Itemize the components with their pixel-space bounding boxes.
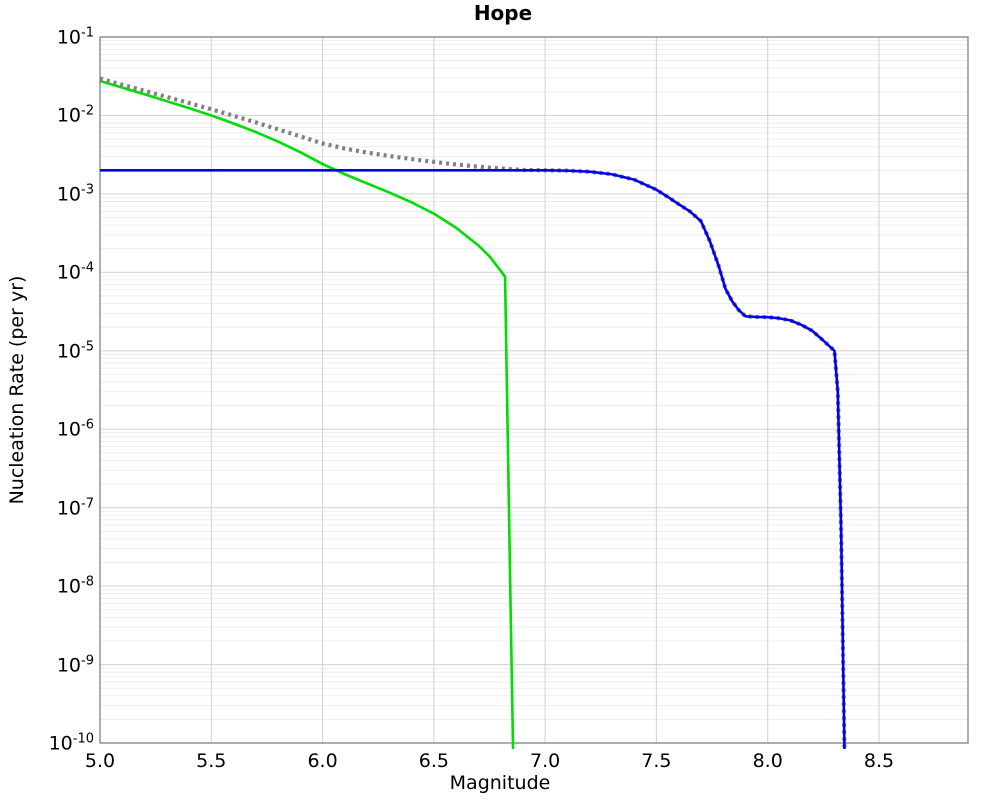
- x-tick-label: 6.5: [418, 750, 449, 772]
- y-tick-label: 10-6: [56, 417, 94, 441]
- y-tick-label: 10-7: [56, 495, 94, 520]
- x-tick-label: 5.5: [196, 750, 227, 772]
- x-tick-label: 5.0: [84, 750, 116, 772]
- x-tick-label: 8.0: [752, 750, 783, 772]
- x-tick-label: 7.5: [641, 750, 672, 772]
- x-tick-label: 7.0: [530, 750, 561, 772]
- blue-curve: [100, 168, 846, 749]
- plot-frame: [99, 36, 969, 744]
- chart-title: Hope: [473, 1, 533, 25]
- y-tick-label: 10-3: [56, 182, 94, 206]
- y-tick-label: 10-4: [56, 260, 94, 284]
- y-tick-label: 10-9: [56, 652, 94, 677]
- x-axis-title: Magnitude: [449, 772, 551, 794]
- y-tick-label: 10-1: [56, 25, 94, 49]
- y-tick-label: 10-8: [56, 574, 94, 598]
- green-curve: [99, 79, 515, 749]
- x-tick-label: 8.5: [863, 750, 895, 772]
- y-tick-label: 10-10: [48, 731, 94, 755]
- y-axis-title: Nucleation Rate (per yr): [6, 275, 28, 505]
- y-tick-label: 10-2: [56, 103, 94, 128]
- y-tick-label: 10-5: [56, 339, 94, 363]
- x-tick-label: 6.0: [307, 750, 338, 772]
